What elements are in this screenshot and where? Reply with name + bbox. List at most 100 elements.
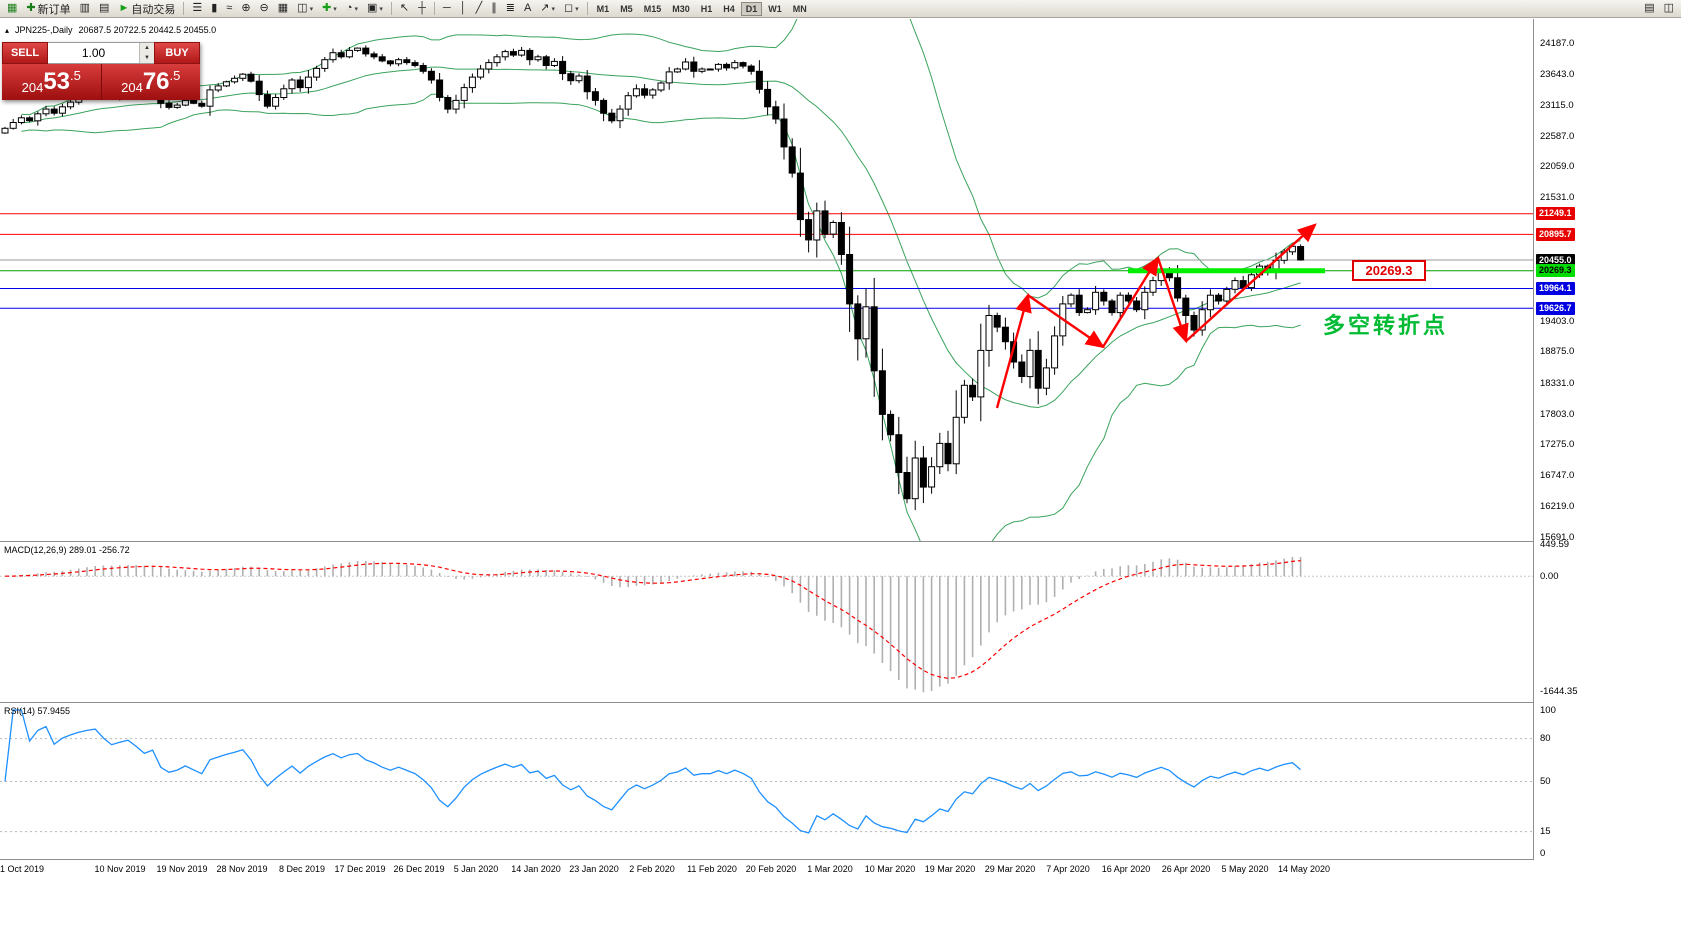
date-axis-label: 14 May 2020 <box>1277 864 1331 874</box>
trendline-button[interactable]: ╱ <box>472 0 487 18</box>
date-axis-label: 11 Feb 2020 <box>687 864 737 874</box>
date-axis-label: 1 Mar 2020 <box>807 864 853 874</box>
rsi-pane[interactable] <box>0 702 1533 859</box>
zoom-in-icon: ⊕ <box>241 2 251 14</box>
timeframe-d1-button[interactable]: D1 <box>740 1 763 16</box>
line-chart-icon: ≈ <box>226 2 233 14</box>
charts-button[interactable]: ▥ <box>76 0 94 18</box>
arrows-button[interactable]: ↗ ▾ <box>536 0 559 18</box>
buy-price[interactable]: 204 76.5 <box>101 64 200 100</box>
price-axis-label: 18875.0 <box>1540 346 1575 358</box>
candlestick-chart-button[interactable]: ▮ <box>207 0 221 18</box>
dropdown-caret-icon: ▾ <box>379 5 383 13</box>
date-axis-label: 20 Feb 2020 <box>745 864 797 874</box>
periods-button[interactable]: ◔ ▾ <box>342 0 362 18</box>
date-axis-label: 1 Oct 2019 <box>0 864 45 874</box>
zoom-out-button[interactable]: ⊖ <box>256 0 273 18</box>
vertical-line-button[interactable]: │ <box>456 0 471 18</box>
pane-separator[interactable] <box>0 702 1681 703</box>
sell-price-big: 53 <box>43 68 71 95</box>
sell-button[interactable]: SELL <box>2 42 48 64</box>
docking-button[interactable]: ◫ <box>1660 0 1678 18</box>
timeframe-w1-button[interactable]: W1 <box>768 3 782 14</box>
new-order-button[interactable]: ✚ 新订单 <box>22 0 74 18</box>
rsi-axis-label: 50 <box>1540 776 1551 787</box>
rsi-axis-label: 15 <box>1540 826 1551 837</box>
new-chart-button[interactable]: ▦ <box>3 0 21 18</box>
collapse-icon[interactable]: ▴ <box>5 25 10 35</box>
date-axis-label: 29 Mar 2020 <box>984 864 1036 874</box>
price-tag: 21249.1 <box>1536 207 1575 221</box>
rsi-axis-label: 0 <box>1540 847 1546 859</box>
timeframe-group: M1 M5 M15 M30 H1 H4 D1 W1 MN <box>592 1 812 16</box>
line-chart-button[interactable]: ≈ <box>222 0 236 18</box>
horizontal-levels[interactable] <box>0 213 1533 309</box>
timeframe-h4-button[interactable]: H4 <box>723 3 735 14</box>
candlestick-series <box>1 45 1305 511</box>
timeframe-mn-button[interactable]: MN <box>792 3 807 14</box>
arrows-icon: ↗ <box>540 2 550 14</box>
dropdown-caret-icon: ▾ <box>575 5 579 13</box>
date-axis-label: 10 Mar 2020 <box>864 864 916 874</box>
auto-trading-button[interactable]: ► 自动交易 <box>114 0 179 18</box>
toolbar-items: ▦ ✚ 新订单 ▥ ▤ ► 自动交易 ☰ ▮ ≈ ⊕ ⊖ ▦ ◫ ▾ ✚ ▾ ◔ ▾ ▣ ▾ ↖ ┼ ─ │ ╱ ∥ ≣ A ↗ ▾ ◻ ▾ <box>3 0 591 18</box>
dropdown-caret-icon: ▾ <box>551 5 556 13</box>
turning-point-annotation[interactable]: 多空转折点 <box>1323 312 1449 338</box>
window-list-button[interactable]: ▤ <box>1640 0 1658 18</box>
price-axis-label: 16219.0 <box>1540 500 1575 512</box>
timeframe-m15-button[interactable]: M15 <box>643 3 662 14</box>
price-callout[interactable]: 20269.3 <box>1352 259 1426 281</box>
zoom-in-button[interactable]: ⊕ <box>237 0 254 18</box>
vertical-line-icon: │ <box>459 2 467 14</box>
volume-spinner: ▲ ▼ <box>139 43 154 63</box>
profiles-icon: ▤ <box>99 2 110 14</box>
date-axis-label: 17 Dec 2019 <box>334 864 386 874</box>
main-chart-pane[interactable] <box>0 19 1533 541</box>
fibonacci-button[interactable]: ≣ <box>502 0 519 18</box>
crosshair-button[interactable]: ┼ <box>414 0 430 18</box>
indicators-button[interactable]: ✚ ▾ <box>318 0 341 18</box>
price-axis-label: 15691.0 <box>1540 531 1575 543</box>
new-order-icon: ✚ <box>26 2 36 14</box>
date-axis-label: 26 Dec 2019 <box>393 864 445 874</box>
price-axis-label: 22587.0 <box>1540 130 1575 142</box>
price-axis-label: 17275.0 <box>1540 439 1575 451</box>
pane-separator[interactable] <box>0 541 1681 542</box>
profiles-button[interactable]: ▤ <box>95 0 113 18</box>
templates-icon: ▣ <box>366 2 378 14</box>
timeframe-m1-button[interactable]: M1 <box>596 3 610 14</box>
volume-up-button[interactable]: ▲ <box>140 43 154 53</box>
date-axis-label: 14 Jan 2020 <box>511 864 561 874</box>
macd-pane[interactable] <box>0 541 1533 702</box>
date-axis-label: 8 Dec 2019 <box>278 864 326 874</box>
macd-axis-label: 0.00 <box>1540 570 1559 582</box>
dropdown-caret-icon: ▾ <box>354 5 358 13</box>
horizontal-line-button[interactable]: ─ <box>439 0 455 18</box>
tile-windows-button[interactable]: ▦ <box>274 0 292 18</box>
rsi-levels <box>0 738 1533 833</box>
channel-button[interactable]: ∥ <box>487 0 501 18</box>
timeframe-m5-button[interactable]: M5 <box>620 3 633 14</box>
axis-separator <box>1533 19 1534 859</box>
toolbar-separator <box>586 2 588 15</box>
horizontal-line-icon: ─ <box>442 2 451 14</box>
buy-button[interactable]: BUY <box>154 42 200 64</box>
chart-title-bar: ▴ JPN225-,Daily 20687.5 20722.5 20442.5 … <box>5 25 216 35</box>
cascade-windows-button[interactable]: ◫ ▾ <box>293 0 317 18</box>
cursor-button[interactable]: ↖ <box>396 0 413 18</box>
tile-windows-icon: ▦ <box>277 2 289 14</box>
toolbar-right: ▤ ◫ <box>1640 0 1678 18</box>
text-button[interactable]: A <box>520 0 535 18</box>
zoom-out-icon: ⊖ <box>259 2 269 14</box>
sell-price[interactable]: 204 53.5 <box>2 64 102 100</box>
timeframe-h1-button[interactable]: H1 <box>700 3 713 14</box>
bar-chart-button[interactable]: ☰ <box>188 0 206 18</box>
timeframe-m30-button[interactable]: M30 <box>672 3 690 14</box>
volume-input[interactable]: 1.00 <box>81 46 106 60</box>
shapes-button[interactable]: ◻ ▾ <box>560 0 583 18</box>
volume-down-button[interactable]: ▼ <box>140 53 154 63</box>
price-tag: 20455.0 <box>1536 253 1575 267</box>
templates-button[interactable]: ▣ ▾ <box>363 0 387 18</box>
new-chart-icon: ▦ <box>7 2 18 14</box>
trend-arrows[interactable] <box>995 223 1317 409</box>
